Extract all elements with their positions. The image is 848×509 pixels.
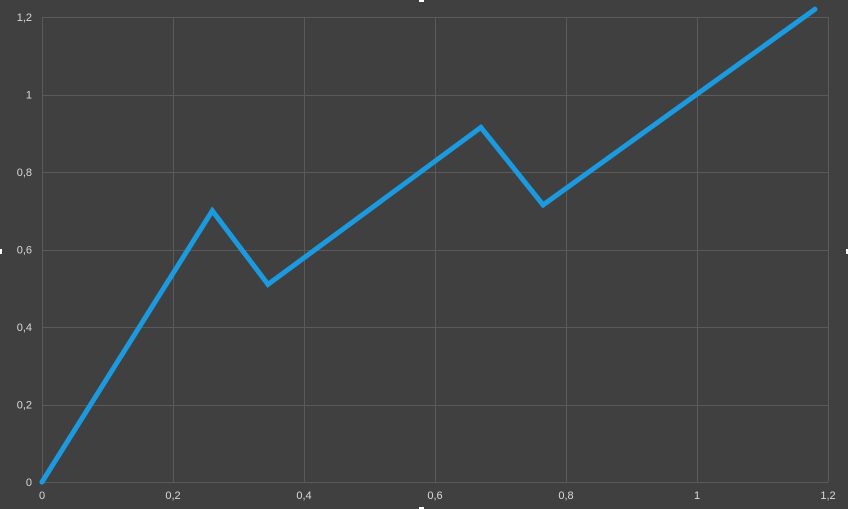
y-tick-label: 0,4 <box>17 322 32 334</box>
tick-labels: 0 0,2 0,4 0,6 0,8 1 1,2 0 0,2 0,4 0,6 0,8 1 1,2 <box>17 12 836 502</box>
x-tick-label: 1 <box>694 490 700 502</box>
y-tick-label: 1 <box>26 90 32 102</box>
data-point[interactable] <box>478 124 484 130</box>
resize-handle-left[interactable] <box>0 249 2 254</box>
data-point[interactable] <box>812 6 818 12</box>
x-tick-label: 0,6 <box>427 490 442 502</box>
data-point[interactable] <box>39 479 45 485</box>
y-tick-label: 0 <box>26 477 32 489</box>
y-tick-label: 0,6 <box>17 245 32 257</box>
x-tick-label: 0 <box>39 490 45 502</box>
resize-handle-bottom[interactable] <box>419 507 424 509</box>
x-tick-label: 0,8 <box>558 490 573 502</box>
y-tick-label: 1,2 <box>17 12 32 24</box>
resize-handle-top[interactable] <box>419 0 424 2</box>
x-tick-label: 0,4 <box>296 490 311 502</box>
resize-handle-right[interactable] <box>846 249 848 254</box>
x-tick-label: 1,2 <box>820 490 835 502</box>
y-tick-label: 0,2 <box>17 400 32 412</box>
data-point[interactable] <box>209 208 215 214</box>
x-tick-label: 0,2 <box>165 490 180 502</box>
series-layer <box>39 6 818 485</box>
y-tick-label: 0,8 <box>17 167 32 179</box>
series-line[interactable] <box>39 6 818 485</box>
data-point[interactable] <box>540 202 546 208</box>
data-point[interactable] <box>265 281 271 287</box>
